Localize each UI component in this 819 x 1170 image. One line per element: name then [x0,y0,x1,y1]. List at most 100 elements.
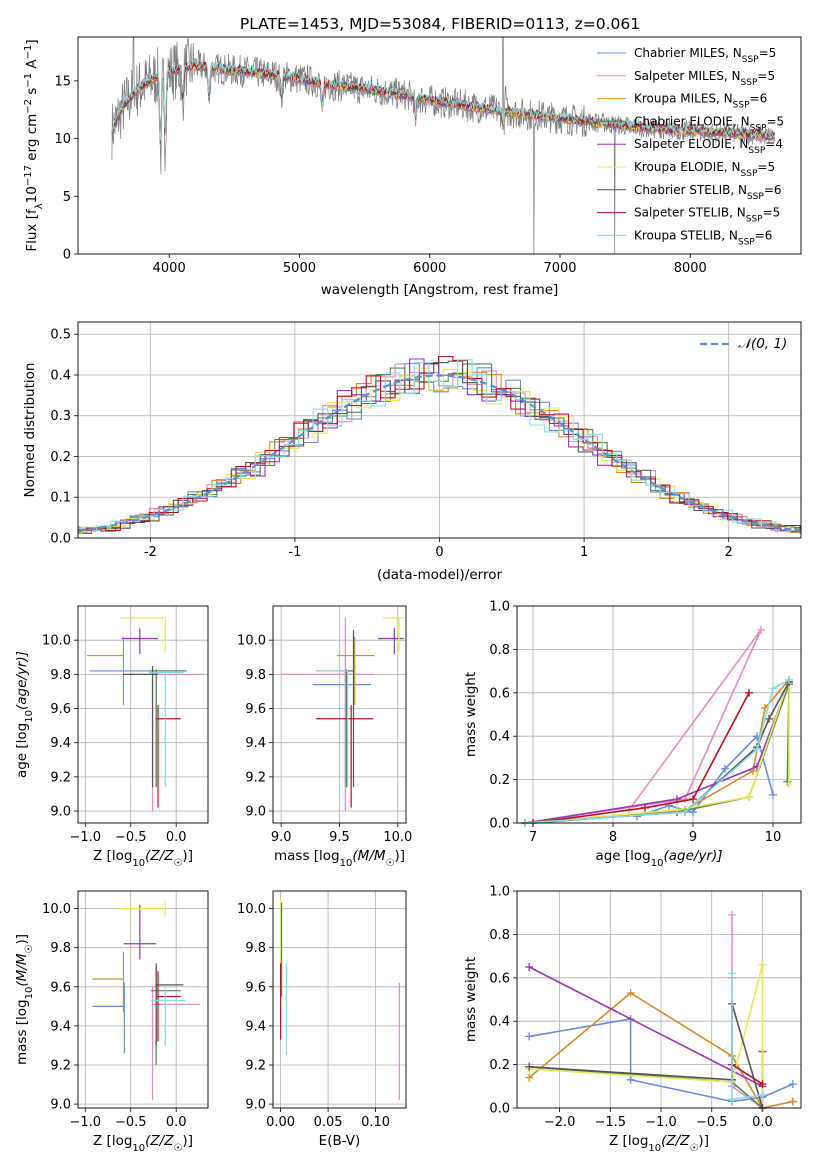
mass-vs-EBV-ytick-label: 9.8 [245,941,266,956]
residuals-frame [77,321,802,539]
spectrum-ytick-label: 15 [54,74,71,89]
legend-label-6: Chabrier STELIB, NSSP=6 [634,183,782,202]
spectrum-frame [77,36,802,255]
spectrum-xtick-label: 4000 [153,261,186,276]
weight-vs-age-xtick-label: 7 [529,830,537,845]
age-vs-Z-xtick-label: −0.5 [115,830,147,845]
age-vs-Z-ytick-label: 9.4 [50,736,71,751]
weight-vs-Z-marker-2-4 [788,1097,797,1106]
spectrum-xtick-label: 5000 [283,261,316,276]
weight-vs-Z-marker-5-2 [758,960,767,969]
spectrum-ytick-label: 10 [54,132,71,147]
weight-vs-age-marker-0-5 [769,790,777,799]
weight-vs-age-marker-5-4 [785,779,793,788]
spectrum-xtick-label: 8000 [674,261,707,276]
residuals-ytick-label: 0.4 [50,368,71,383]
age-vs-Z-xlabel: Z [log10(Z/Z☉)] [93,848,193,869]
weight-vs-Z-ylabel: mass weight [463,957,479,1042]
age-vs-Z-ytick-label: 9.2 [50,770,71,785]
weight-vs-Z-ytick-label: 0.4 [489,1015,510,1030]
weight-vs-age-marker-8-3 [769,684,777,693]
spectrum-xtick-label: 7000 [543,261,576,276]
spectrum-xtick-label: 6000 [413,261,446,276]
age-vs-mass-ytick-label: 10.0 [237,634,266,649]
weight-vs-Z-marker-0-2 [626,1075,635,1084]
mass-vs-EBV-ytick-label: 9.6 [245,980,266,995]
legend-label-8: Kroupa STELIB, NSSP=6 [634,228,772,247]
weight-vs-age-series-7 [532,692,750,823]
residuals-ytick-label: 0.0 [50,532,71,547]
weight-vs-age-ytick-label: 0.8 [489,643,510,658]
weight-vs-Z-frame [516,890,802,1109]
weight-vs-age-marker-8-2 [753,745,761,754]
spectrum-ylabel: Flux [fλ10−17 erg cm−2 s−1 A−1] [23,39,45,251]
gaussian-legend-label: 𝒩(0, 1) [738,336,787,352]
spectrum-ytick-label: 5 [63,190,71,205]
residual-histogram-6 [78,360,801,532]
weight-vs-age-xtick-label: 9 [689,830,697,845]
weight-vs-Z-marker-6-0 [525,1062,534,1071]
weight-vs-Z-xtick-label: −0.5 [696,1115,728,1130]
weight-vs-Z-series-6 [529,1003,764,1108]
weight-vs-Z-series-7 [731,1063,763,1085]
age-vs-Z-ytick-label: 10.0 [42,634,71,649]
age-vs-Z-ytick-label: 9.8 [50,668,71,683]
residuals-ylabel: Normed distribution [22,363,38,498]
age-vs-Z-xtick-label: −1.0 [69,830,101,845]
legend-label-3: Chabrier ELODIE, NSSP=5 [634,114,784,133]
mass-vs-Z-ytick-label: 9.4 [50,1019,71,1034]
weight-vs-age-frame [516,605,802,824]
residuals-ytick-label: 0.3 [50,409,71,424]
residuals-ytick-label: 0.1 [50,491,71,506]
weight-vs-age-xtick-label: 8 [609,830,617,845]
legend-label-5: Kroupa ELODIE, NSSP=5 [634,160,775,179]
mass-vs-Z-ytick-label: 9.6 [50,980,71,995]
weight-vs-Z-ytick-label: 0.6 [489,971,510,986]
legend-label-0: Chabrier MILES, NSSP=5 [634,46,776,65]
age-vs-Z-frame [77,605,209,824]
age-vs-mass-xtick-label: 9.0 [271,830,292,845]
mass-vs-EBV-axes: 0.00 0.05 0.10 9.0 9.2 9.4 9.6 9.8 10.0 [237,891,406,1130]
age-vs-mass-xlabel: mass [log10(M/M☉)] [274,848,405,869]
weight-vs-Z-series-0 [529,1018,794,1103]
legend-label-4: Salpeter ELODIE, NSSP=4 [634,137,783,156]
legend-label-7: Salpeter STELIB, NSSP=5 [634,206,780,225]
age-vs-mass-frame [272,605,407,824]
age-vs-mass-ytick-label: 9.6 [245,702,266,717]
mass-vs-Z-ytick-label: 9.8 [50,941,71,956]
weight-vs-Z-xlabel: Z [log10(Z/Z☉)] [609,1133,709,1154]
spectrum-legend: Chabrier MILES, NSSP=5 Salpeter MILES, NS… [597,46,784,247]
weight-vs-age-series-4 [524,681,790,823]
age-vs-mass-xtick-label: 10.0 [383,830,412,845]
age-vs-mass-axes: 9.0 9.5 10.0 9.0 9.2 9.4 9.6 9.8 10.0 [237,606,412,845]
residuals-ytick-label: 0.5 [50,328,71,343]
weight-vs-Z-marker-7-1 [758,1080,767,1089]
spectrum-ytick-label: 0 [63,248,71,263]
mass-vs-Z-ytick-label: 9.2 [50,1058,71,1073]
weight-vs-age-xlabel: age [log10(age/yr)] [595,848,722,869]
mass-vs-EBV-ytick-label: 9.2 [245,1058,266,1073]
weight-vs-Z-marker-1-0 [728,910,737,919]
weight-vs-Z-series-4 [528,966,764,1108]
weight-vs-age-ylabel: mass weight [463,672,479,757]
residuals-xtick-label: -1 [288,545,301,560]
residuals-xtick-label: -2 [144,545,157,560]
legend-label-1: Salpeter MILES, NSSP=5 [634,69,775,88]
weight-vs-age-marker-8-4 [785,675,793,684]
weight-vs-age-marker-7-2 [689,795,697,804]
weight-vs-Z-marker-0-5 [788,1080,797,1089]
age-vs-Z-ylabel: age [log10(age/yr)] [14,651,35,778]
weight-vs-Z-marker-8-2 [758,1090,767,1099]
age-vs-Z-axes: −1.0 −0.5 0.0 9.0 9.2 9.4 9.6 9.8 10.0 [42,606,208,845]
weight-vs-age-marker-1-2 [757,625,765,634]
residuals-ytick-label: 0.2 [50,450,71,465]
weight-vs-age-ytick-label: 0.0 [489,817,510,832]
residuals-axes: -2 -1 0 1 2 0.0 0.1 0.2 0.3 0.4 0.5 [50,322,801,560]
weight-vs-Z-xtick-label: −1.0 [645,1115,677,1130]
residuals-xtick-label: 2 [725,545,733,560]
mass-vs-EBV-xlabel: E(B-V) [319,1133,361,1149]
spectrum-data-line [111,37,775,254]
mass-vs-EBV-frame [272,890,407,1109]
mass-vs-Z-ytick-label: 10.0 [42,902,71,917]
